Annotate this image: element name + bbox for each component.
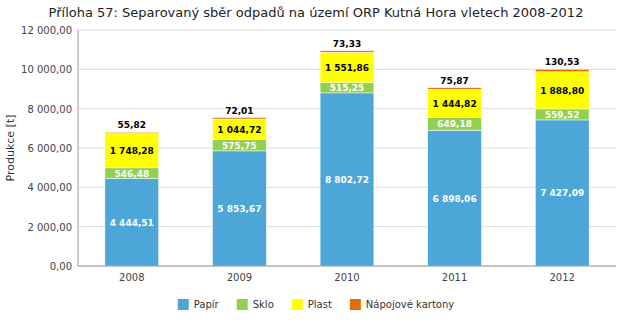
legend: Papír Sklo Plast Nápojové kartony bbox=[178, 299, 455, 310]
legend-label: Papír bbox=[194, 299, 220, 310]
data-label: 5 853,67 bbox=[217, 204, 261, 214]
bar-segment bbox=[105, 133, 159, 167]
legend-label: Plast bbox=[308, 299, 332, 310]
y-axis-label: Produkce [t] bbox=[4, 115, 17, 182]
data-label: 1 748,28 bbox=[110, 146, 154, 156]
y-tick-label: 12 000,00 bbox=[21, 25, 72, 36]
x-tick-label: 2009 bbox=[227, 272, 252, 283]
bars bbox=[105, 51, 589, 266]
bar-segment bbox=[535, 120, 589, 266]
bar-segment bbox=[105, 132, 159, 133]
y-tick-label: 4 000,00 bbox=[27, 182, 72, 193]
x-tick-label: 2011 bbox=[442, 272, 467, 283]
y-tick-label: 0,00 bbox=[50, 261, 72, 272]
data-label: 649,18 bbox=[437, 119, 472, 129]
bar-segment bbox=[428, 118, 482, 131]
legend-item: Plast bbox=[292, 299, 332, 310]
data-label: 515,25 bbox=[330, 83, 365, 93]
bar-segment bbox=[213, 140, 267, 151]
bar-segment bbox=[105, 168, 159, 179]
bar-segment bbox=[320, 52, 374, 83]
bar-segment bbox=[320, 83, 374, 93]
x-axis bbox=[78, 266, 616, 267]
data-label: 72,01 bbox=[225, 106, 253, 116]
data-label: 575,75 bbox=[222, 141, 257, 151]
data-label: 8 802,72 bbox=[325, 175, 369, 185]
data-label: 75,87 bbox=[440, 76, 468, 86]
legend-item: Sklo bbox=[237, 299, 274, 310]
legend-swatch bbox=[178, 299, 189, 310]
legend-label: Nápojové kartony bbox=[366, 299, 454, 310]
legend-label: Sklo bbox=[253, 299, 274, 310]
data-label: 7 427,09 bbox=[540, 188, 584, 198]
data-label: 1 444,82 bbox=[433, 99, 477, 109]
data-label: 6 898,06 bbox=[433, 194, 477, 204]
y-tick-label: 6 000,00 bbox=[27, 143, 72, 154]
x-tick-label: 2008 bbox=[119, 272, 144, 283]
y-tick-label: 10 000,00 bbox=[21, 64, 72, 75]
legend-swatch bbox=[237, 299, 248, 310]
bar-segment bbox=[213, 118, 267, 119]
chart: Příloha 57: Separovaný sběr odpadů na úz… bbox=[0, 0, 632, 322]
y-axis bbox=[78, 30, 79, 266]
data-label: 73,33 bbox=[333, 39, 361, 49]
bar-segment bbox=[535, 69, 589, 72]
data-label: 55,82 bbox=[118, 120, 146, 130]
legend-item: Nápojové kartony bbox=[350, 299, 454, 310]
title: Příloha 57: Separovaný sběr odpadů na úz… bbox=[49, 5, 584, 20]
y-tick-label: 8 000,00 bbox=[27, 104, 72, 115]
data-label: 130,53 bbox=[545, 57, 580, 67]
x-tick-label: 2012 bbox=[549, 272, 574, 283]
data-label: 4 444,51 bbox=[110, 218, 154, 228]
grid-line bbox=[78, 266, 616, 267]
data-label: 1 551,86 bbox=[325, 63, 369, 73]
legend-swatch bbox=[350, 299, 361, 310]
legend-swatch bbox=[292, 299, 303, 310]
grid-line bbox=[78, 30, 616, 31]
bar-segment bbox=[535, 109, 589, 120]
bar-segment bbox=[428, 130, 482, 266]
bar-segment bbox=[105, 179, 159, 266]
data-label: 546,48 bbox=[114, 169, 149, 179]
data-label: 559,52 bbox=[545, 110, 580, 120]
bar-segment bbox=[213, 119, 267, 140]
grid bbox=[78, 30, 616, 266]
bar-segment bbox=[320, 93, 374, 266]
bar-segment bbox=[320, 51, 374, 52]
x-tick-label: 2010 bbox=[334, 272, 359, 283]
legend-item: Papír bbox=[178, 299, 220, 310]
y-tick-label: 2 000,00 bbox=[27, 222, 72, 233]
bar-segment bbox=[213, 151, 267, 266]
data-label: 1 888,80 bbox=[540, 86, 584, 96]
bar-segment bbox=[428, 89, 482, 117]
bar-segment bbox=[535, 72, 589, 109]
data-labels: 4 444,51 546,48 1 748,28 55,82 5 853,67 575,7… bbox=[110, 39, 585, 228]
data-label: 1 044,72 bbox=[217, 125, 261, 135]
bar-segment bbox=[428, 88, 482, 89]
